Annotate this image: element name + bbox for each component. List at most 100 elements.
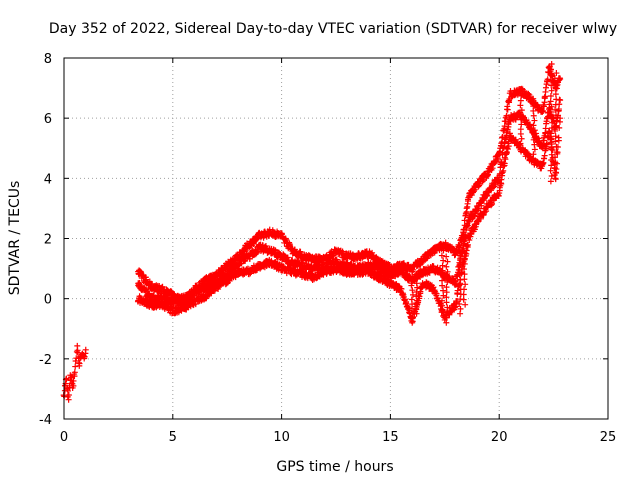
- data-point: [502, 156, 509, 163]
- y-tick-label: -4: [39, 413, 52, 428]
- data-point: [542, 84, 549, 91]
- data-point: [413, 288, 420, 295]
- data-point: [443, 294, 450, 301]
- data-point: [408, 296, 415, 303]
- data-point: [456, 262, 463, 269]
- data-point: [72, 363, 79, 370]
- data-point: [81, 353, 88, 360]
- y-tick-label: 4: [44, 172, 52, 187]
- data-point: [548, 82, 555, 89]
- data-point: [557, 115, 564, 122]
- data-point: [461, 255, 468, 262]
- data-point: [462, 250, 469, 257]
- data-point: [443, 289, 450, 296]
- y-tick-label: 0: [44, 293, 52, 308]
- data-point: [552, 127, 559, 134]
- data-point: [557, 76, 564, 83]
- data-point: [82, 346, 89, 353]
- y-tick-label: 6: [44, 112, 52, 127]
- data-point: [512, 136, 519, 143]
- data-point: [462, 281, 469, 288]
- data-point: [438, 307, 445, 314]
- data-point: [548, 146, 555, 153]
- data-point: [439, 262, 446, 269]
- data-point: [439, 277, 446, 284]
- data-point: [246, 255, 253, 262]
- x-tick-label: 0: [60, 430, 68, 445]
- data-point: [456, 241, 463, 248]
- data-point: [501, 160, 508, 167]
- data-point: [552, 80, 559, 87]
- data-point: [439, 267, 446, 274]
- data-point: [402, 296, 409, 303]
- y-axis-label: SDTVAR / TECUs: [7, 181, 23, 296]
- data-point: [531, 127, 538, 134]
- data-point: [454, 297, 461, 304]
- data-point: [460, 296, 467, 303]
- data-point: [266, 226, 273, 233]
- data-point: [440, 287, 447, 294]
- data-point: [544, 140, 551, 147]
- data-point: [74, 349, 81, 356]
- data-point: [547, 167, 554, 174]
- data-point: [440, 292, 447, 299]
- data-point: [443, 263, 450, 270]
- data-point: [551, 75, 558, 82]
- data-point: [553, 170, 560, 177]
- data-point: [548, 162, 555, 169]
- data-point: [549, 147, 556, 154]
- data-point: [530, 151, 537, 158]
- data-point: [443, 314, 450, 321]
- data-point: [461, 271, 468, 278]
- data-point: [444, 279, 451, 286]
- data-point: [547, 77, 554, 84]
- data-point: [548, 141, 555, 148]
- data-point: [523, 116, 530, 123]
- data-point: [557, 97, 564, 104]
- data-point: [444, 304, 451, 311]
- data-point: [548, 109, 555, 116]
- data-point: [548, 130, 555, 137]
- data-point: [548, 103, 555, 110]
- data-point: [443, 319, 450, 326]
- data-point: [552, 101, 559, 108]
- data-point: [443, 299, 450, 306]
- data-point: [552, 85, 559, 92]
- data-point: [439, 302, 446, 309]
- data-point: [461, 286, 468, 293]
- data-point: [544, 76, 551, 83]
- data-point: [504, 146, 511, 153]
- data-point: [495, 156, 502, 162]
- data-point: [456, 281, 463, 288]
- grid: [64, 58, 608, 419]
- data-point: [439, 272, 446, 279]
- data-point: [461, 260, 468, 267]
- data-point: [413, 306, 420, 313]
- y-tick-label: 2: [44, 233, 52, 248]
- data-point: [440, 247, 447, 254]
- x-axis-label: GPS time / hours: [276, 459, 393, 475]
- data-point: [553, 143, 560, 150]
- data-point: [553, 122, 560, 129]
- data-point: [517, 111, 524, 118]
- data-point: [413, 297, 420, 304]
- data-point: [548, 135, 555, 142]
- data-point: [64, 387, 71, 394]
- data-point: [530, 122, 537, 129]
- data-point: [254, 249, 261, 256]
- data-point: [185, 304, 192, 311]
- data-point: [460, 245, 467, 252]
- data-point: [443, 284, 450, 291]
- data-point: [498, 176, 505, 183]
- data-point: [460, 266, 467, 273]
- data-point: [540, 108, 547, 115]
- data-point: [483, 193, 490, 200]
- data-point: [284, 254, 291, 261]
- data-point: [540, 160, 547, 167]
- x-tick-label: 20: [491, 430, 508, 445]
- data-point: [72, 358, 79, 365]
- data-point: [517, 140, 524, 147]
- data-point: [76, 360, 83, 367]
- data-point: [553, 117, 560, 124]
